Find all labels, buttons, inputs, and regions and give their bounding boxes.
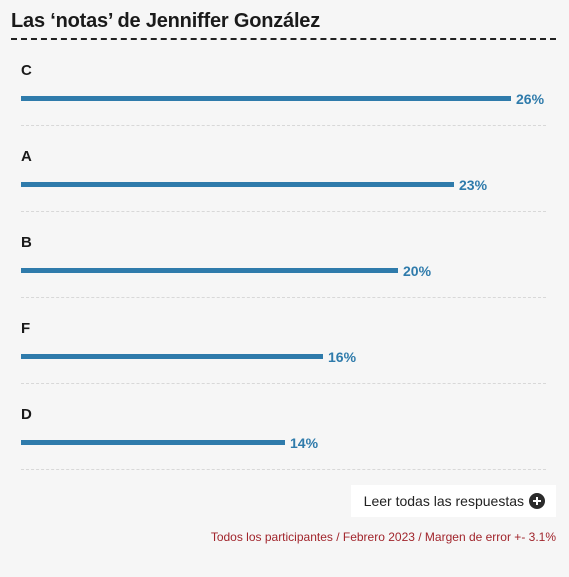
- read-all-answers-label: Leer todas las respuestas: [363, 493, 524, 509]
- footnote: Todos los participantes / Febrero 2023 /…: [210, 530, 556, 544]
- row-divider: [21, 469, 546, 470]
- data-label: 23%: [459, 177, 488, 193]
- read-all-answers-button[interactable]: Leer todas las respuestas: [350, 485, 556, 517]
- bar-row: F 16%: [21, 308, 546, 394]
- category-label: F: [21, 320, 31, 337]
- bar: [21, 96, 511, 101]
- data-label: 26%: [516, 91, 545, 107]
- row-divider: [21, 211, 546, 212]
- row-divider: [21, 297, 546, 298]
- row-divider: [21, 383, 546, 384]
- data-label: 20%: [403, 263, 432, 279]
- bar-row: A 23%: [21, 136, 546, 222]
- bar-chart: C 26% A 23% B 20% F 16% D 14%: [0, 50, 569, 480]
- bar: [21, 182, 454, 187]
- row-divider: [21, 125, 546, 126]
- bar-row: C 26%: [21, 50, 546, 136]
- category-label: B: [21, 234, 32, 251]
- category-label: C: [21, 62, 32, 79]
- data-label: 16%: [328, 349, 357, 365]
- bar: [21, 354, 323, 359]
- chart-title: Las ‘notas’ de Jenniffer González: [11, 10, 321, 32]
- bar-row: B 20%: [21, 222, 546, 308]
- data-label: 14%: [290, 435, 319, 451]
- bar: [21, 440, 285, 445]
- bar-row: D 14%: [21, 394, 546, 480]
- title-divider: [11, 38, 556, 40]
- plus-circle-icon: [529, 493, 545, 509]
- category-label: D: [21, 406, 32, 423]
- category-label: A: [21, 148, 32, 165]
- bar: [21, 268, 398, 273]
